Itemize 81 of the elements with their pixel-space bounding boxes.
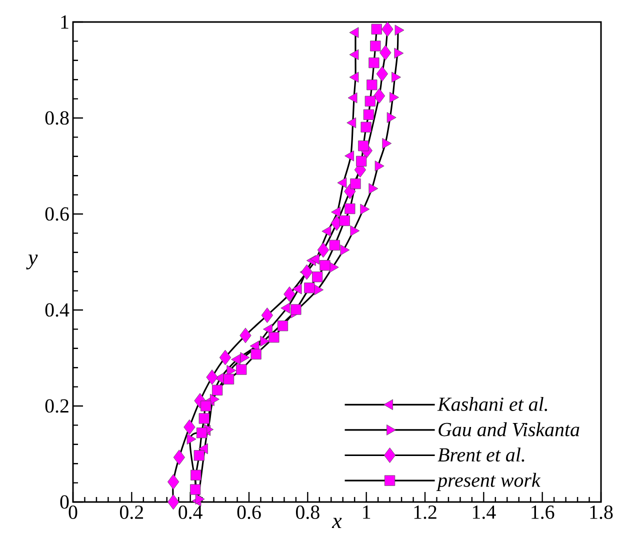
- y-axis-title: y: [26, 254, 38, 270]
- point: [360, 122, 372, 132]
- point: [219, 350, 232, 366]
- point: [344, 184, 356, 200]
- point: [390, 92, 399, 103]
- point: [190, 484, 201, 495]
- point: [314, 284, 324, 296]
- point: [350, 225, 360, 236]
- x-tick-label: 1.2: [414, 506, 436, 519]
- x-axis-title: x: [332, 518, 342, 528]
- x-tick-label: 0.2: [120, 506, 144, 520]
- point: [184, 419, 196, 435]
- y-tick-label: 0.2: [45, 399, 68, 413]
- point: [373, 88, 386, 104]
- point: [329, 240, 340, 250]
- y-tick-label: 0.4: [45, 303, 70, 317]
- point: [358, 140, 369, 152]
- point: [360, 204, 370, 215]
- point: [240, 328, 252, 344]
- legend-label: Gau and Viskanta: [438, 422, 580, 436]
- point: [167, 474, 180, 490]
- point: [339, 215, 350, 226]
- point: [394, 24, 404, 36]
- point: [231, 354, 240, 365]
- y-tick-label: 1: [61, 15, 68, 29]
- point: [200, 400, 212, 412]
- point: [198, 413, 210, 424]
- point: [236, 364, 247, 375]
- point: [290, 304, 302, 315]
- point: [366, 80, 378, 90]
- point: [344, 203, 356, 214]
- point: [190, 470, 202, 480]
- point: [212, 384, 223, 396]
- point: [363, 109, 374, 120]
- point: [268, 332, 280, 343]
- point: [312, 272, 323, 282]
- point: [167, 494, 180, 510]
- point: [350, 178, 361, 190]
- point: [196, 428, 208, 438]
- point: [173, 450, 186, 466]
- point: [382, 21, 394, 37]
- point: [368, 183, 378, 194]
- point: [317, 242, 330, 258]
- point: [382, 138, 392, 149]
- point: [364, 96, 376, 106]
- point: [392, 72, 401, 83]
- point: [356, 156, 367, 166]
- point: [284, 286, 296, 302]
- y-tick-label: 0.8: [45, 111, 69, 125]
- point: [300, 264, 313, 280]
- legend-label: Kashani et al.: [437, 396, 548, 412]
- point: [223, 374, 234, 384]
- point: [370, 40, 381, 52]
- point: [376, 66, 388, 82]
- x-tick-label: 1.6: [532, 506, 554, 519]
- y-tick-label: 0: [60, 495, 69, 509]
- point: [280, 302, 290, 314]
- point: [304, 282, 315, 294]
- point: [194, 450, 204, 461]
- x-tick-label: 1: [363, 506, 370, 519]
- point: [277, 320, 288, 332]
- point: [261, 308, 274, 323]
- point: [340, 244, 350, 256]
- point: [371, 24, 382, 34]
- point: [374, 160, 384, 172]
- legend-label: Brent et al.: [438, 448, 524, 462]
- x-tick-label: 0.4: [178, 506, 202, 520]
- point: [386, 112, 396, 123]
- point: [368, 57, 380, 68]
- point: [394, 48, 404, 59]
- x-tick-label: 0.8: [296, 506, 320, 520]
- point: [198, 443, 208, 454]
- y-tick-label: 0.6: [45, 207, 69, 221]
- point: [320, 260, 330, 271]
- x-tick-label: 1.4: [472, 506, 496, 519]
- point: [206, 370, 218, 385]
- x-tick-label: 1.8: [590, 506, 613, 520]
- point: [380, 45, 392, 60]
- x-tick-label: 0.6: [237, 506, 261, 520]
- point: [250, 348, 262, 360]
- legend-label: present work: [436, 472, 541, 491]
